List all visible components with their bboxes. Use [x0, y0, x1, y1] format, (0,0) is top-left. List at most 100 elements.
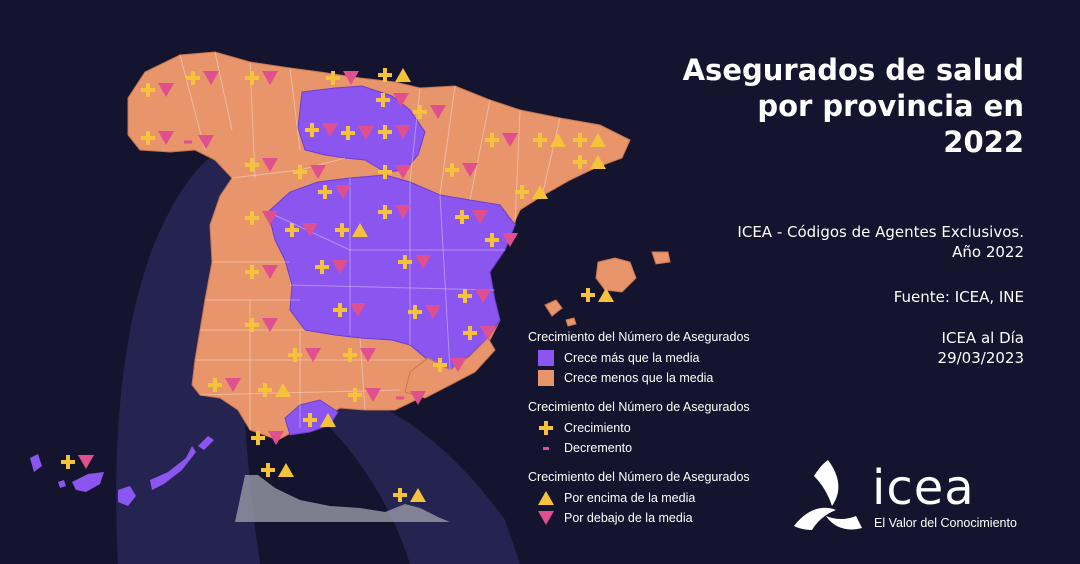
publication-date: 29/03/2023: [937, 349, 1024, 367]
triangle-down-icon: [262, 71, 278, 85]
legend-heading: Crecimiento del Número de Asegurados: [528, 400, 750, 414]
triangle-down-icon: [395, 125, 411, 139]
triangle-down-icon: [322, 123, 338, 137]
triangle-up-icon: [352, 223, 368, 237]
plus-icon: [245, 211, 259, 225]
plus-icon: [539, 421, 553, 435]
triangle-down-icon: [343, 71, 359, 85]
plus-icon: [376, 93, 390, 107]
plus-icon: [335, 223, 349, 237]
plus-icon: [288, 348, 302, 362]
page-title: Asegurados de salud por provincia en 202…: [604, 52, 1024, 160]
title-line-2: por provincia en: [757, 89, 1024, 123]
province-markers: [61, 68, 614, 502]
triangle-down-icon: [203, 71, 219, 85]
triangle-up-icon: [538, 491, 554, 505]
island-gomera: [58, 480, 66, 488]
logo-tagline: El Valor del Conocimiento: [874, 516, 1017, 530]
north-africa-strip: [235, 475, 450, 522]
triangle-down-icon: [395, 205, 411, 219]
island-formentera: [565, 317, 577, 327]
plus-icon: [408, 305, 422, 319]
plus-icon: [258, 383, 272, 397]
island-tenerife: [72, 472, 104, 492]
triangle-down-icon: [198, 135, 214, 149]
triangle-up-icon: [278, 463, 294, 477]
province-borders: [179, 51, 561, 430]
triangle-down-icon: [268, 431, 284, 445]
island-ibiza: [544, 299, 563, 317]
triangle-down-icon: [262, 318, 278, 332]
legend-heading: Crecimiento del Número de Asegurados: [528, 470, 750, 484]
plus-icon: [61, 455, 75, 469]
map-legend: Crecimiento del Número de Asegurados Cre…: [528, 330, 788, 540]
triangle-down-icon: [502, 233, 518, 247]
triangle-down-icon: [262, 265, 278, 279]
source-note-line-1: ICEA - Códigos de Agentes Exclusivos.: [737, 223, 1024, 241]
triangle-down-icon: [410, 391, 426, 405]
plus-icon: [458, 289, 472, 303]
plus-icon: [485, 233, 499, 247]
plus-icon: [341, 126, 355, 140]
plus-icon: [455, 210, 469, 224]
island-gran-canaria: [118, 486, 136, 506]
legend-item: Por encima de la media: [528, 488, 788, 508]
triangle-up-icon: [590, 133, 606, 147]
plus-icon: [348, 388, 362, 402]
source-credit: Fuente: ICEA, INE: [894, 287, 1024, 307]
plus-icon: [343, 348, 357, 362]
legend-item: Crecimiento: [528, 418, 788, 438]
triangle-down-icon: [415, 255, 431, 269]
plus-icon: [315, 260, 329, 274]
legend-fill-group: Crecimiento del Número de Asegurados Cre…: [528, 330, 788, 388]
plus-icon: [208, 378, 222, 392]
plus-icon: [305, 123, 319, 137]
source-note: ICEA - Códigos de Agentes Exclusivos. Añ…: [737, 222, 1024, 262]
legend-item: Por debajo de la media: [528, 508, 788, 528]
triangle-down-icon: [365, 388, 381, 402]
triangle-up-icon: [550, 133, 566, 147]
series-name: ICEA al Día: [941, 329, 1024, 347]
legend-item: Decremento: [528, 438, 788, 458]
title-line-1: Asegurados de salud: [682, 53, 1024, 87]
plus-icon: [245, 318, 259, 332]
plus-icon: [326, 71, 340, 85]
minus-icon: [543, 447, 549, 450]
plus-icon: [445, 163, 459, 177]
legend-item-label: Por debajo de la media: [564, 511, 693, 525]
triangle-down-icon: [462, 163, 478, 177]
triangle-up-icon: [532, 185, 548, 199]
triangle-down-icon: [335, 185, 351, 199]
triangle-down-icon: [475, 289, 491, 303]
legend-item-label: Por encima de la media: [564, 491, 696, 505]
plus-icon: [573, 133, 587, 147]
plus-icon: [433, 358, 447, 372]
triangle-down-icon: [225, 378, 241, 392]
island-lanzarote: [198, 436, 214, 450]
minus-icon: [184, 140, 192, 144]
triangle-up-icon: [410, 488, 426, 502]
triangle-down-icon: [262, 211, 278, 225]
legend-heading: Crecimiento del Número de Asegurados: [528, 330, 750, 344]
plus-icon: [378, 125, 392, 139]
triangle-down-icon: [395, 165, 411, 179]
legend-item-label: Crece menos que la media: [564, 371, 714, 385]
plus-icon: [378, 205, 392, 219]
triangle-down-icon: [430, 105, 446, 119]
legend-item: Crece más que la media: [528, 348, 788, 368]
plus-icon: [573, 155, 587, 169]
plus-icon: [141, 83, 155, 97]
plus-icon: [533, 133, 547, 147]
plus-icon: [186, 71, 200, 85]
plus-icon: [245, 158, 259, 172]
plus-icon: [463, 326, 477, 340]
plus-icon: [303, 413, 317, 427]
title-line-3: 2022: [943, 125, 1024, 159]
triangle-down-icon: [305, 348, 321, 362]
plus-icon: [245, 71, 259, 85]
publication-info: ICEA al Día 29/03/2023: [938, 328, 1024, 368]
triangle-up-icon: [395, 68, 411, 82]
island-la-palma: [30, 454, 42, 472]
plus-icon: [398, 255, 412, 269]
